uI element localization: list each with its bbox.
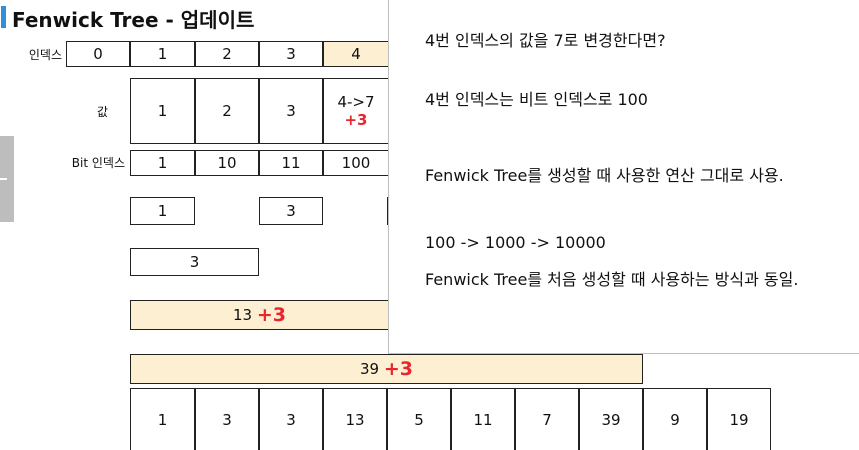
tree-node-updated: 13 +3 [130,300,389,330]
tree-node-value: 13 [232,306,253,324]
title-accent-bar [1,6,6,28]
value-cell: 1 [130,78,195,144]
bit-index-cell: 1 [130,150,195,176]
page-title: Fenwick Tree - 업데이트 [12,8,255,32]
tree-array-cell: 11 [451,388,515,450]
panel-question: 4번 인덱스의 값을 7로 변경한다면? [425,31,666,50]
tree-node-delta: +3 [383,358,413,380]
panel-conclusion: Fenwick Tree를 처음 생성할 때 사용하는 방식과 동일. [425,270,799,289]
index-row-label: 인덱스 [28,48,62,62]
tree-node-updated: 39 +3 [130,354,643,384]
value-cell: 3 [259,78,323,144]
tree-node: 1 [130,197,195,225]
tree-node-delta: +3 [256,304,286,326]
tree-array-cell: 3 [195,388,259,450]
tree-array-cell: 9 [643,388,707,450]
tree-array-cell: 5 [387,388,451,450]
tree-array-cell: 19 [707,388,771,450]
index-cell: 1 [130,41,195,67]
value-cell-updated: 4->7 +3 [323,78,389,144]
bit-index-row-label: Bit 인덱스 [71,156,125,170]
value-cell: 2 [195,78,259,144]
panel-sequence: 100 -> 1000 -> 10000 [425,233,606,252]
tree-array-cell: 7 [515,388,579,450]
side-tab[interactable] [0,136,14,222]
tree-node: 3 [130,248,259,276]
index-cell: 3 [259,41,323,67]
value-change-text: 4->7 [337,93,375,111]
tree-array-cell: 1 [130,388,195,450]
index-cell-highlighted: 4 [323,41,389,67]
index-cell: 0 [66,41,130,67]
index-cell: 2 [195,41,259,67]
tree-node-value: 39 [359,360,380,378]
tree-array-cell: 13 [323,388,387,450]
panel-method-note: Fenwick Tree를 생성할 때 사용한 연산 그대로 사용. [425,166,784,185]
value-change-delta: +3 [344,111,368,129]
tree-array-cell: 3 [259,388,323,450]
tree-node: 3 [259,197,323,225]
value-row-label: 값 [96,105,108,119]
bit-index-cell: 100 [323,150,389,176]
tree-array-cell: 39 [579,388,643,450]
explanation-panel: 4번 인덱스의 값을 7로 변경한다면? 4번 인덱스는 비트 인덱스로 100… [388,0,859,354]
bit-index-cell: 11 [259,150,323,176]
bit-index-cell: 10 [195,150,259,176]
panel-bit-index-note: 4번 인덱스는 비트 인덱스로 100 [425,90,648,109]
side-tab-mark [0,178,7,180]
